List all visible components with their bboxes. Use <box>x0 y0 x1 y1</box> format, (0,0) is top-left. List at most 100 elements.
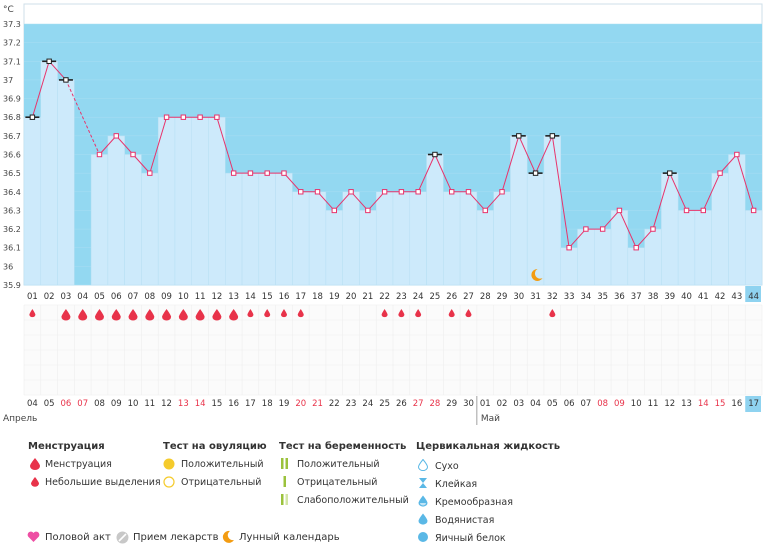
temperature-bar <box>443 191 461 286</box>
y-tick-label: 36.8 <box>3 113 21 122</box>
legend-light-item: Небольшие выделения <box>45 477 161 488</box>
temperature-bar <box>57 79 75 286</box>
temperature-bar <box>157 116 176 286</box>
date-label: 10 <box>128 399 139 409</box>
temperature-line-segment <box>652 172 671 230</box>
day-number-label: 20 <box>346 292 357 302</box>
pregnancy-weak-icon <box>281 494 288 505</box>
temperature-point <box>599 226 606 232</box>
light-drop-icon <box>31 477 39 487</box>
date-label: 26 <box>396 399 407 409</box>
temperature-point <box>29 114 36 120</box>
y-tick-label: 36.1 <box>3 244 21 253</box>
temperature-line-segment <box>551 135 570 248</box>
cervical-eggwhite-icon <box>418 532 428 542</box>
heart-icon <box>27 531 40 542</box>
date-label: 21 <box>312 399 323 409</box>
temperature-point <box>281 170 287 176</box>
temperature-bar <box>308 191 327 286</box>
temperature-point <box>230 170 237 176</box>
temperature-line-segment <box>434 154 453 192</box>
temperature-bar <box>258 172 276 286</box>
temperature-point <box>247 170 254 176</box>
temperature-bar <box>644 228 662 286</box>
temperature-line-segment <box>468 191 486 211</box>
temperature-bar <box>409 191 427 286</box>
y-tick-label: 37.3 <box>3 20 21 29</box>
date-label: 15 <box>211 399 222 409</box>
ovulation-positive-icon <box>163 458 175 470</box>
temperature-line-segment <box>367 191 385 211</box>
temperature-point <box>449 189 455 195</box>
temperature-point <box>298 189 304 195</box>
temperature-point <box>197 114 203 120</box>
y-tick-label: 36.3 <box>3 206 21 215</box>
cervical-watery-icon <box>418 513 428 525</box>
light-bleeding-drop-icon <box>549 309 556 318</box>
day-number-label: 30 <box>513 292 524 302</box>
date-label: 16 <box>228 399 239 409</box>
temperature-point <box>667 170 673 176</box>
menstruation-drop-icon <box>94 309 104 321</box>
day-number-label: 03 <box>61 292 72 302</box>
temperature-bar <box>577 228 595 286</box>
date-label: 05 <box>44 399 55 409</box>
day-number-label: 27 <box>463 292 474 302</box>
current-date-highlight <box>745 396 761 412</box>
temperature-point <box>516 133 522 139</box>
y-tick-label: 36 <box>3 262 13 271</box>
temperature-line-segment <box>635 228 654 249</box>
y-tick-label: 37.1 <box>3 57 21 66</box>
date-label: 29 <box>446 399 457 409</box>
y-tick-label: 36.9 <box>3 95 21 104</box>
temperature-line-segment <box>719 154 738 174</box>
day-number-label: 01 <box>27 292 38 302</box>
day-number-label: 29 <box>497 292 508 302</box>
temperature-point <box>264 170 270 176</box>
date-label: 05 <box>547 399 558 409</box>
cervical-dry-icon <box>418 459 428 471</box>
temperature-point <box>532 170 539 176</box>
light-bleeding-drop-icon <box>29 309 36 318</box>
temperature-bar <box>325 210 343 286</box>
y-unit-label: °C <box>3 5 14 15</box>
day-number-label: 35 <box>597 292 608 302</box>
month-label: Май <box>481 414 500 424</box>
temperature-line-segment <box>99 135 117 155</box>
menstruation-drop-icon <box>178 309 188 321</box>
temperature-point <box>96 151 103 158</box>
day-number-label: 17 <box>295 292 306 302</box>
temperature-point <box>398 189 405 195</box>
temperature-point <box>63 77 69 83</box>
temperature-bar <box>677 210 696 286</box>
temperature-line-segment <box>317 191 335 211</box>
menstruation-drop-icon <box>212 309 222 321</box>
day-number-label: 32 <box>547 292 558 302</box>
temperature-line-segment <box>535 135 553 174</box>
date-label: 22 <box>329 399 340 409</box>
temperature-line-segment <box>350 191 369 211</box>
light-bleeding-drop-icon <box>297 309 304 318</box>
day-number-label: 33 <box>564 292 575 302</box>
legend-moon: Лунный календарь <box>239 532 340 543</box>
temperature-line-segment <box>149 117 168 174</box>
temperature-bar <box>392 191 411 286</box>
legend-cervical-watery: Водянистая <box>435 515 495 526</box>
temperature-line-segment <box>568 228 587 249</box>
temperature-bar <box>124 154 142 286</box>
temperature-point <box>46 58 52 64</box>
temperature-point <box>465 189 472 195</box>
light-bleeding-drop-icon <box>465 309 472 318</box>
temperature-bar <box>627 247 645 286</box>
temperature-bar <box>459 191 478 286</box>
y-tick-label: 37 <box>3 76 13 85</box>
day-number-label: 42 <box>715 292 726 302</box>
temperature-line-segment <box>736 154 755 211</box>
date-label: 18 <box>262 399 273 409</box>
day-number-label: 14 <box>245 292 256 302</box>
light-bleeding-drop-icon <box>415 309 422 318</box>
day-number-label: 09 <box>161 292 172 302</box>
date-label: 19 <box>279 399 290 409</box>
temperature-bar <box>476 210 494 286</box>
legend-menstruation-title: Менструация <box>28 441 105 452</box>
